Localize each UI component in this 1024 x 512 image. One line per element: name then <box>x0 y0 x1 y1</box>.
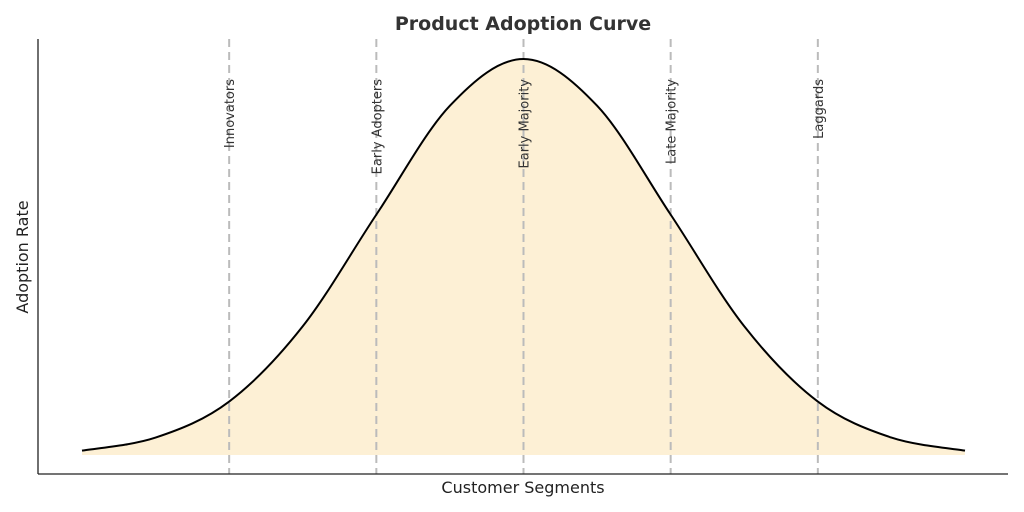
segment-label-laggards: Laggards <box>812 79 827 139</box>
x-axis-label: Customer Segments <box>441 478 604 497</box>
chart-title: Product Adoption Curve <box>395 13 651 35</box>
curve-area-fill <box>82 59 965 455</box>
y-axis-label: Adoption Rate <box>13 200 32 313</box>
segment-labels: Innovators Early Adopters Early Majority La… <box>223 79 827 175</box>
segment-label-late-majority: Late Majority <box>665 79 680 164</box>
segment-lines <box>228 39 819 474</box>
segment-label-early-adopters: Early Adopters <box>370 79 385 175</box>
segment-label-innovators: Innovators <box>223 79 238 148</box>
adoption-curve-line <box>81 57 966 452</box>
segment-label-early-majority: Early Majority <box>518 79 533 169</box>
